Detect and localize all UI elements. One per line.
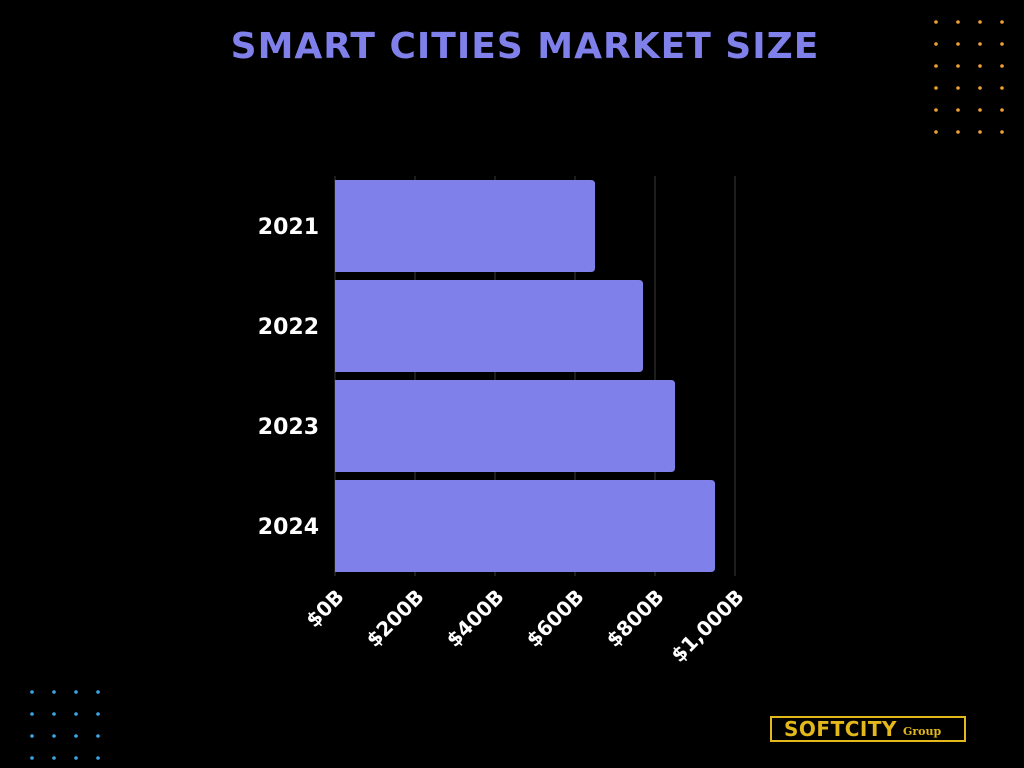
decorative-dot <box>978 64 982 68</box>
decorative-dot <box>934 42 938 46</box>
decorative-dot <box>52 756 56 760</box>
decorative-dot <box>74 690 78 694</box>
decorative-dot <box>30 734 34 738</box>
decorative-dot <box>956 108 960 112</box>
decorative-dots-top-right <box>934 20 1004 134</box>
decorative-dot <box>52 712 56 716</box>
y-tick-label: 2021 <box>258 215 319 240</box>
decorative-dot <box>956 20 960 24</box>
decorative-dot <box>934 64 938 68</box>
x-tick-label: $400B <box>441 585 508 652</box>
decorative-dot <box>74 712 78 716</box>
decorative-dot <box>978 86 982 90</box>
decorative-dot <box>934 130 938 134</box>
decorative-dot <box>978 20 982 24</box>
bar-2024 <box>335 480 715 572</box>
decorative-dot <box>934 86 938 90</box>
softcity-logo: SOFTCITY Group <box>770 716 966 742</box>
decorative-dot <box>30 756 34 760</box>
decorative-dot <box>1000 108 1004 112</box>
decorative-dot <box>934 108 938 112</box>
decorative-dot <box>934 20 938 24</box>
decorative-dot <box>52 734 56 738</box>
x-tick-labels: $0B $200B $400B $600B $800B$1,000B <box>301 585 748 667</box>
decorative-dot <box>956 130 960 134</box>
decorative-dots-bottom-left <box>30 690 100 760</box>
decorative-dot <box>956 64 960 68</box>
logo-text: SOFTCITY <box>784 717 897 741</box>
decorative-dot <box>956 42 960 46</box>
x-tick-label: $1,000B <box>666 585 748 667</box>
logo-subtext: Group <box>902 724 942 738</box>
decorative-dot <box>978 42 982 46</box>
decorative-dot <box>978 130 982 134</box>
bars <box>335 180 715 572</box>
decorative-dot <box>30 690 34 694</box>
decorative-dot <box>1000 42 1004 46</box>
x-tick-label: $0B <box>301 585 348 632</box>
x-tick-label: $800B <box>601 585 668 652</box>
chart-title: SMART CITIES MARKET SIZE <box>230 26 820 67</box>
decorative-dot <box>1000 130 1004 134</box>
y-tick-label: 2024 <box>258 515 319 540</box>
decorative-dot <box>52 690 56 694</box>
y-tick-label: 2022 <box>258 315 319 340</box>
decorative-dot <box>978 108 982 112</box>
bar-2021 <box>335 180 595 272</box>
decorative-dot <box>96 712 100 716</box>
x-tick-label: $200B <box>361 585 428 652</box>
decorative-dot <box>956 86 960 90</box>
y-tick-labels: 2021 2022 2023 2024 <box>258 215 319 540</box>
decorative-dot <box>1000 20 1004 24</box>
decorative-dot <box>74 756 78 760</box>
decorative-dot <box>96 734 100 738</box>
decorative-dot <box>1000 86 1004 90</box>
decorative-dot <box>96 690 100 694</box>
y-tick-label: 2023 <box>258 415 319 440</box>
decorative-dot <box>96 756 100 760</box>
x-tick-label: $600B <box>521 585 588 652</box>
bar-2022 <box>335 280 643 372</box>
decorative-dot <box>74 734 78 738</box>
decorative-dot <box>1000 64 1004 68</box>
decorative-dot <box>30 712 34 716</box>
bar-2023 <box>335 380 675 472</box>
